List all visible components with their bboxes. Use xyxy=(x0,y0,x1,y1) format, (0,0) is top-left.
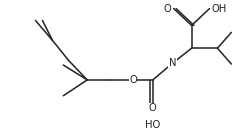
Text: HO: HO xyxy=(145,120,161,130)
Text: OH: OH xyxy=(212,4,227,14)
Text: N: N xyxy=(169,58,176,68)
Text: O: O xyxy=(163,4,171,14)
Text: O: O xyxy=(129,75,137,85)
Text: O: O xyxy=(149,103,157,113)
